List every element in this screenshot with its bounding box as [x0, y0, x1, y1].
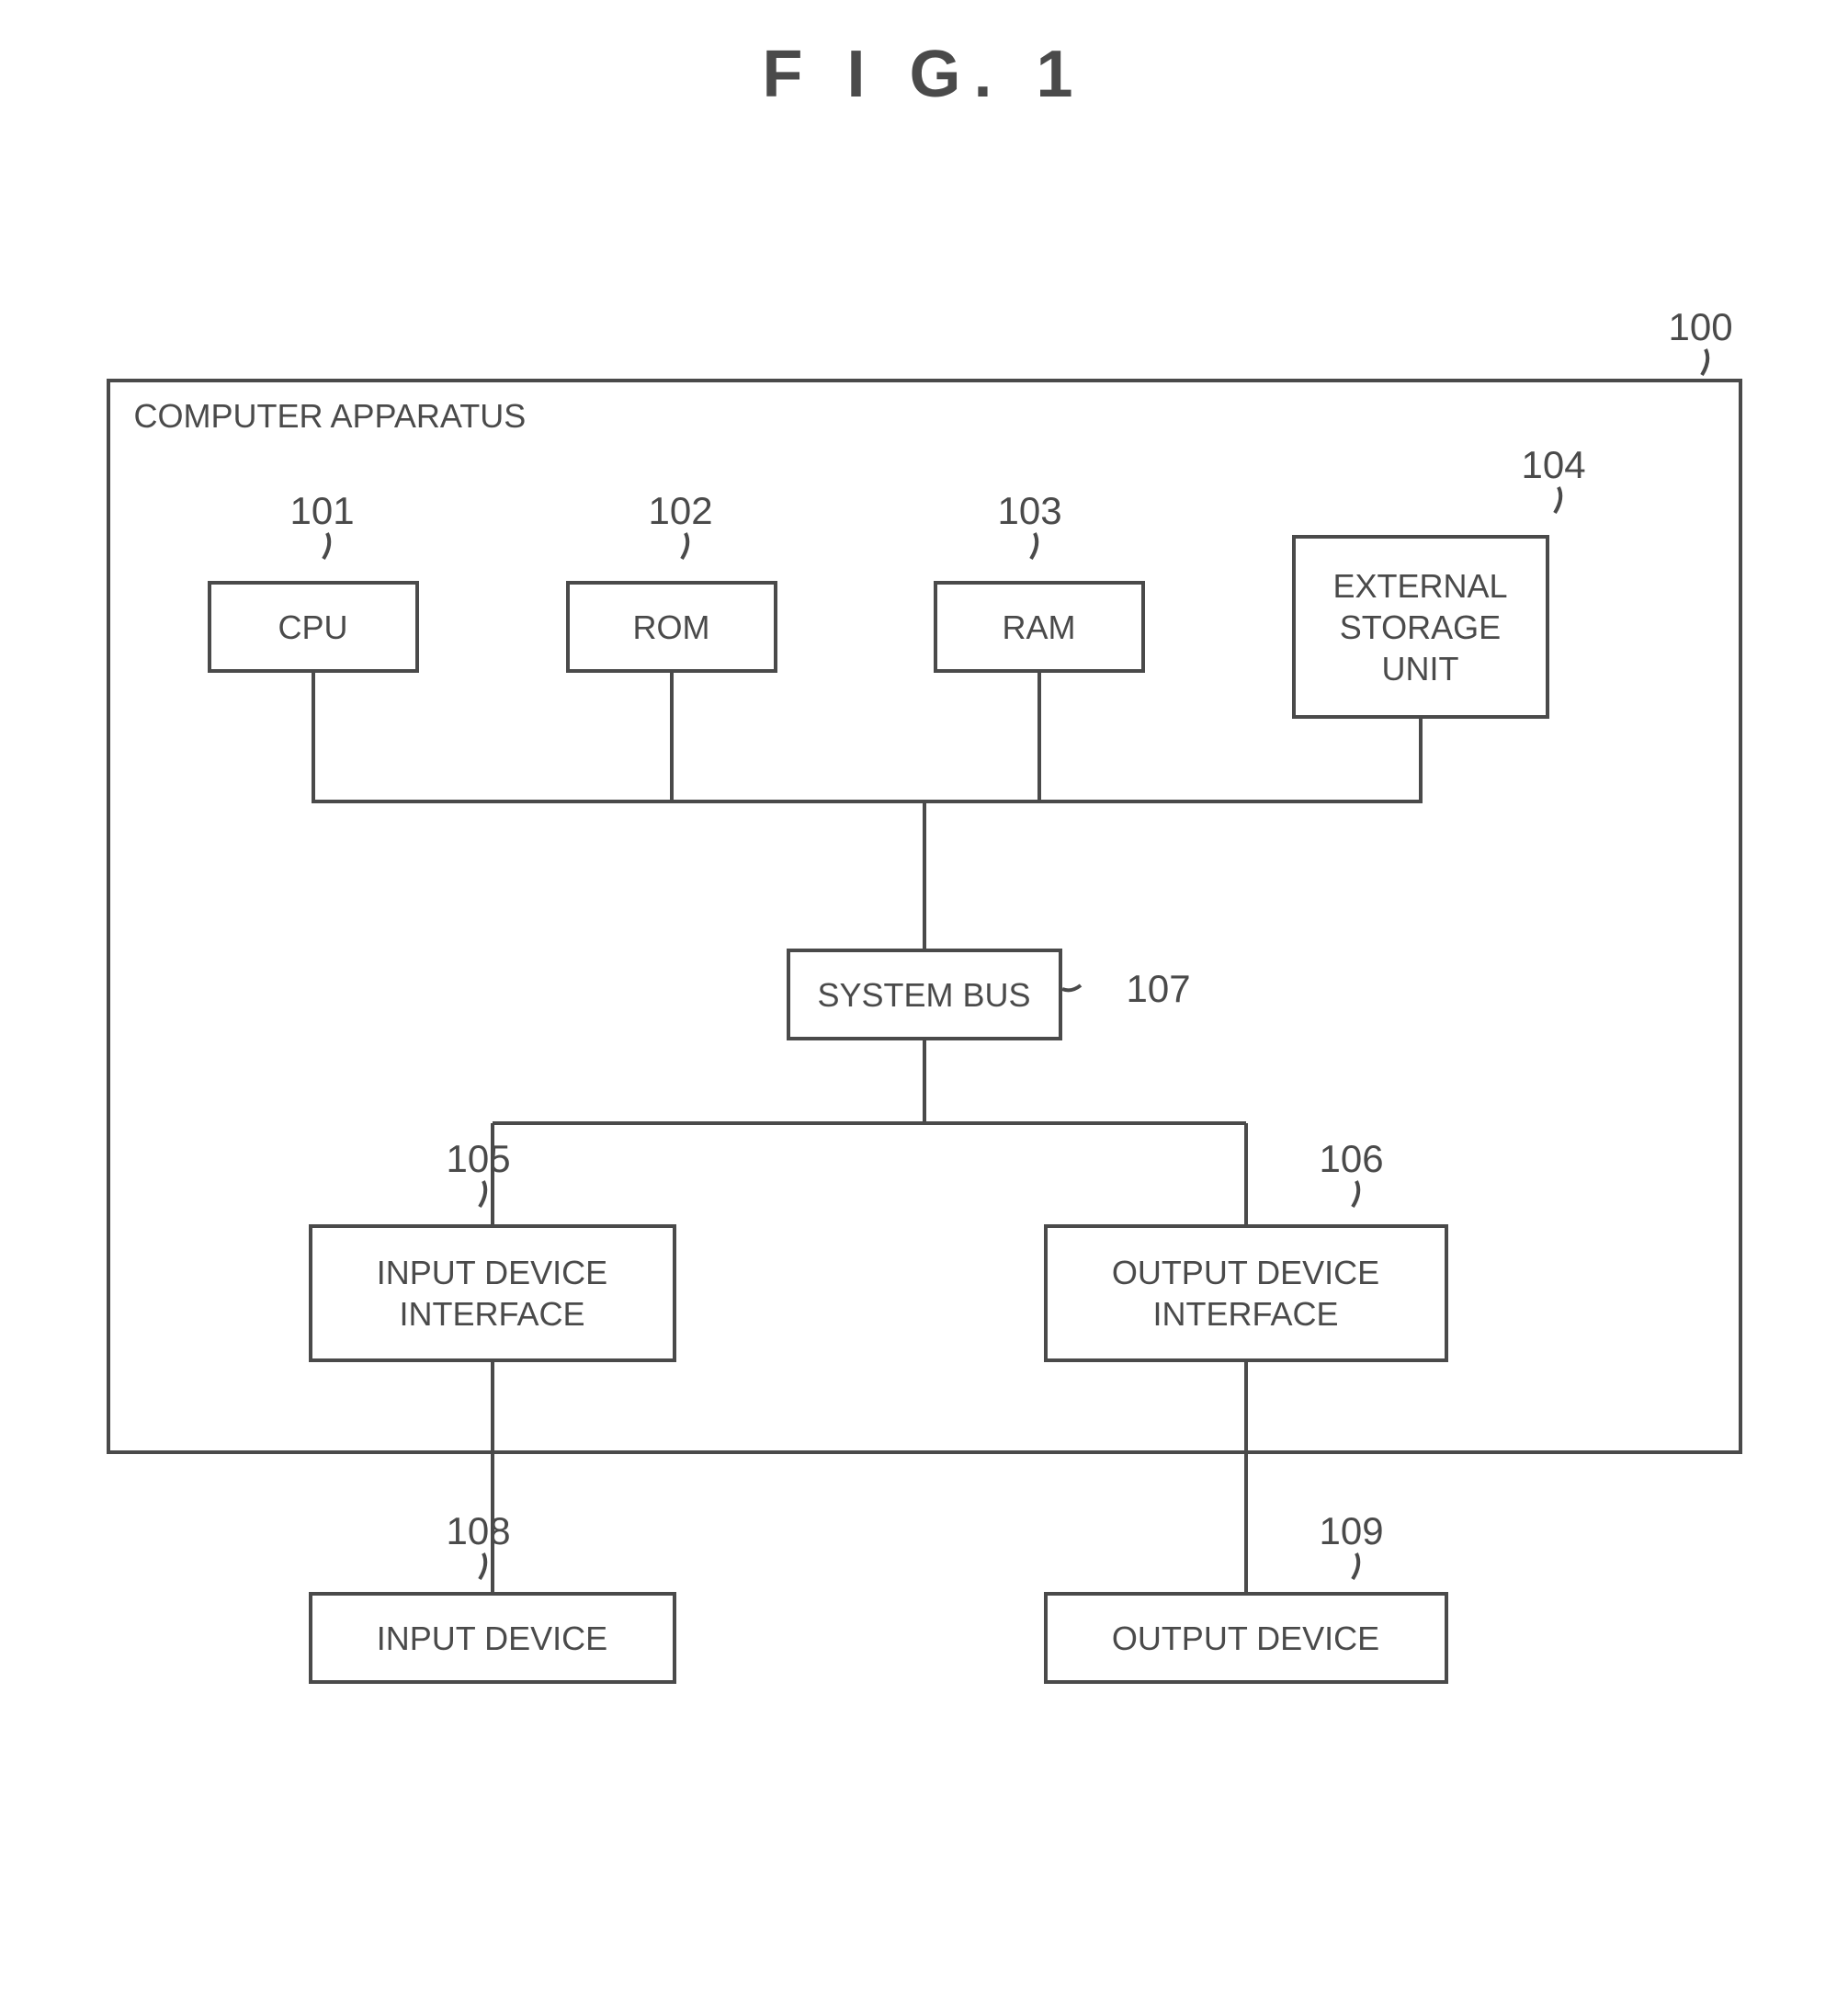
input-interface-label: INPUT DEVICEINTERFACE [377, 1252, 607, 1335]
output-device-box: OUTPUT DEVICE [1044, 1592, 1448, 1684]
ref-103: 103 [998, 489, 1062, 533]
figure-wrap: F I G. 1 [51, 37, 1797, 1840]
rom-label: ROM [633, 607, 710, 648]
input-device-box: INPUT DEVICE [309, 1592, 676, 1684]
ref-104: 104 [1522, 443, 1586, 487]
ref-109: 109 [1320, 1509, 1384, 1553]
ram-box: RAM [934, 581, 1145, 673]
figure-title: F I G. 1 [51, 37, 1797, 112]
system-bus-label: SYSTEM BUS [817, 974, 1030, 1016]
external-storage-label: EXTERNALSTORAGEUNIT [1332, 565, 1507, 689]
computer-apparatus-label: COMPUTER APPARATUS [134, 397, 527, 436]
output-device-label: OUTPUT DEVICE [1112, 1618, 1379, 1659]
system-bus-box: SYSTEM BUS [787, 949, 1062, 1040]
ref-tick [480, 1553, 485, 1579]
output-interface-box: OUTPUT DEVICEINTERFACE [1044, 1224, 1448, 1362]
ref-tick [1702, 349, 1707, 375]
output-interface-label: OUTPUT DEVICEINTERFACE [1112, 1252, 1379, 1335]
ram-label: RAM [1003, 607, 1076, 648]
external-storage-box: EXTERNALSTORAGEUNIT [1292, 535, 1549, 719]
ref-tick [1353, 1553, 1358, 1579]
block-diagram: COMPUTER APPARATUS CPU ROM RAM EXTERNALS… [51, 259, 1797, 1840]
ref-108: 108 [447, 1509, 511, 1553]
ref-106: 106 [1320, 1137, 1384, 1181]
cpu-label: CPU [278, 607, 347, 648]
ref-105: 105 [447, 1137, 511, 1181]
ref-107: 107 [1127, 967, 1191, 1011]
input-device-label: INPUT DEVICE [377, 1618, 607, 1659]
rom-box: ROM [566, 581, 777, 673]
ref-102: 102 [649, 489, 713, 533]
cpu-box: CPU [208, 581, 419, 673]
ref-100: 100 [1669, 305, 1733, 349]
ref-101: 101 [290, 489, 355, 533]
input-interface-box: INPUT DEVICEINTERFACE [309, 1224, 676, 1362]
